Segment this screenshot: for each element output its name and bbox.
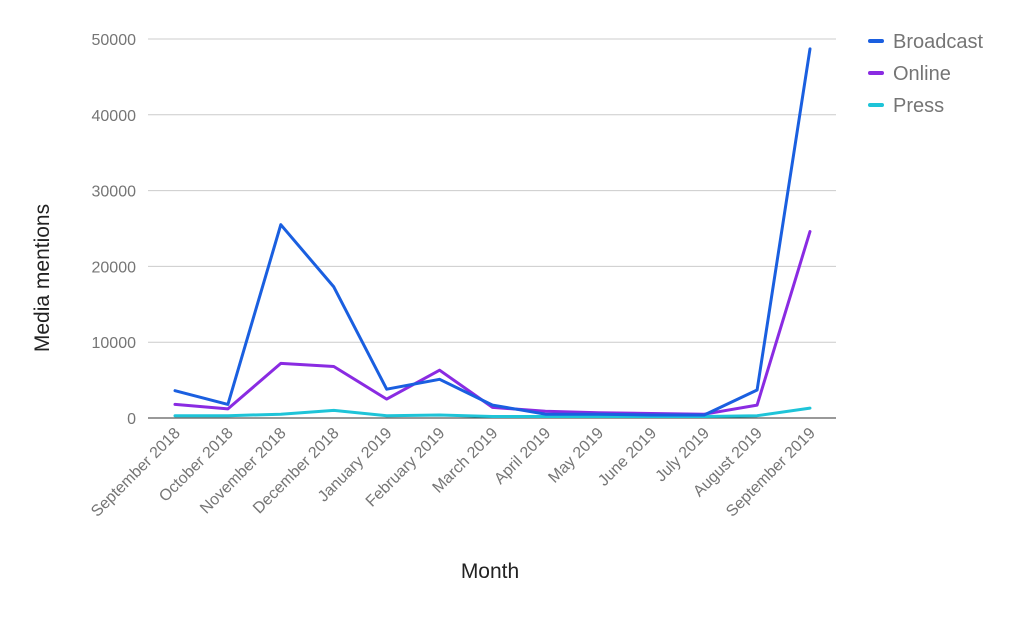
x-tick-label: April 2019 xyxy=(491,425,554,488)
y-tick-label: 10000 xyxy=(92,335,137,352)
legend-label-press: Press xyxy=(893,95,944,117)
y-tick-label: 40000 xyxy=(92,108,137,125)
y-axis-title: Media mentions xyxy=(31,204,54,352)
y-tick-label: 50000 xyxy=(92,32,137,49)
legend-label-broadcast: Broadcast xyxy=(893,31,983,53)
x-tick-label: June 2019 xyxy=(595,425,660,490)
y-axis-ticks: 0 10000 20000 30000 40000 50000 xyxy=(92,32,137,428)
series-line-broadcast xyxy=(173,47,812,417)
legend: Broadcast Online Press xyxy=(868,31,983,117)
x-tick-label: September 2018 xyxy=(88,425,184,521)
y-tick-label: 0 xyxy=(127,411,136,428)
series-lines xyxy=(173,47,812,418)
legend-label-online: Online xyxy=(893,63,951,85)
x-tick-label: September 2019 xyxy=(723,425,819,521)
gridlines xyxy=(148,38,836,419)
x-axis-title: Month xyxy=(461,560,519,583)
y-tick-label: 30000 xyxy=(92,184,137,201)
y-tick-label: 20000 xyxy=(92,259,137,276)
